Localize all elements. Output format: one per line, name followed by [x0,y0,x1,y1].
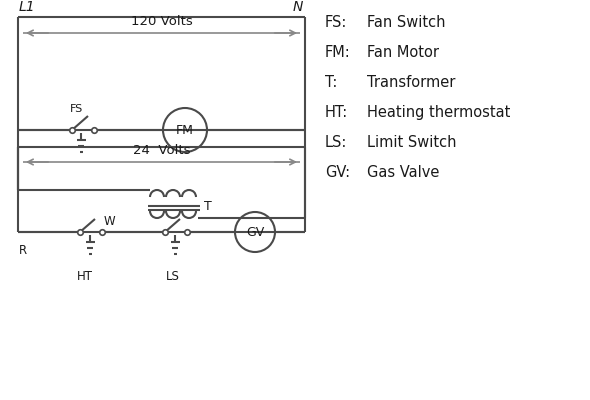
Text: L1: L1 [19,0,35,14]
Text: Gas Valve: Gas Valve [367,165,440,180]
Text: W: W [104,215,116,228]
Text: Limit Switch: Limit Switch [367,135,457,150]
Text: T: T [204,200,212,212]
Text: HT:: HT: [325,105,348,120]
Text: FM: FM [176,124,194,136]
Text: Fan Motor: Fan Motor [367,45,439,60]
Text: FS: FS [70,104,83,114]
Text: LS:: LS: [325,135,348,150]
Text: Heating thermostat: Heating thermostat [367,105,510,120]
Text: 120 Volts: 120 Volts [130,15,192,28]
Text: N: N [293,0,303,14]
Text: 24  Volts: 24 Volts [133,144,190,157]
Text: FS:: FS: [325,15,348,30]
Text: GV: GV [246,226,264,238]
Text: FM:: FM: [325,45,350,60]
Text: HT: HT [77,270,93,283]
Text: R: R [19,244,27,257]
Text: Transformer: Transformer [367,75,455,90]
Text: Fan Switch: Fan Switch [367,15,445,30]
Text: GV:: GV: [325,165,350,180]
Text: LS: LS [166,270,180,283]
Text: T:: T: [325,75,337,90]
